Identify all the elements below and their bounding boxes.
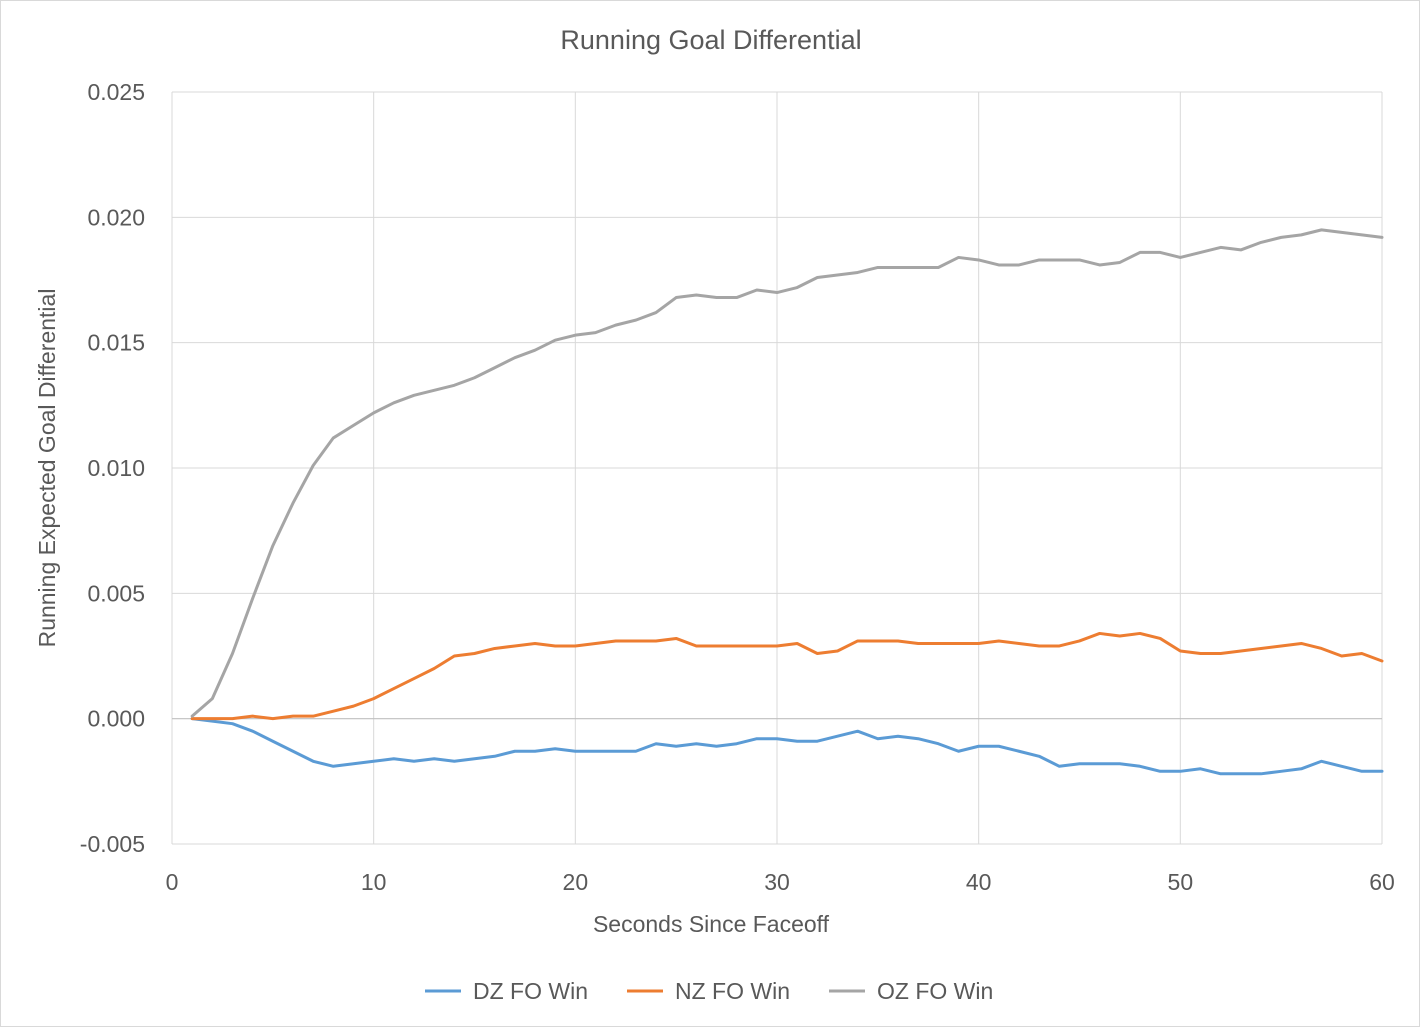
y-tick-label: -0.005: [80, 831, 145, 857]
series-line-nz-fo-win: [190, 631, 1384, 721]
legend-item-dz-fo-win[interactable]: DZ FO Win: [425, 978, 588, 1004]
x-tick-labels: 0 10 20 30 40 50 60: [166, 869, 1395, 895]
grid-layer: [171, 91, 1383, 845]
x-tick-label: 60: [1369, 869, 1395, 895]
series-layer: [190, 228, 1384, 776]
legend-label: NZ FO Win: [675, 978, 790, 1004]
y-tick-label: 0.010: [87, 455, 145, 481]
series-line-dz-fo-win: [190, 717, 1384, 776]
x-axis-title: Seconds Since Faceoff: [593, 911, 830, 937]
legend[interactable]: DZ FO Win NZ FO Win OZ FO Win: [425, 978, 993, 1004]
y-axis-title: Running Expected Goal Differential: [34, 289, 60, 648]
y-tick-label: 0.025: [87, 79, 145, 105]
legend-label: DZ FO Win: [473, 978, 588, 1004]
x-tick-label: 0: [166, 869, 179, 895]
x-tick-label: 10: [361, 869, 387, 895]
chart-title: Running Goal Differential: [560, 25, 861, 55]
legend-item-nz-fo-win[interactable]: NZ FO Win: [627, 978, 790, 1004]
x-tick-label: 50: [1168, 869, 1194, 895]
y-tick-label: 0.005: [87, 580, 145, 606]
legend-item-oz-fo-win[interactable]: OZ FO Win: [829, 978, 993, 1004]
y-tick-label: 0.015: [87, 330, 145, 356]
x-tick-label: 30: [764, 869, 790, 895]
y-tick-label: 0.000: [87, 706, 145, 732]
y-tick-label: 0.020: [87, 204, 145, 230]
legend-label: OZ FO Win: [877, 978, 993, 1004]
y-tick-labels: -0.005 0.000 0.005 0.010 0.015 0.020 0.025: [80, 79, 145, 857]
x-tick-label: 20: [563, 869, 589, 895]
series-line-oz-fo-win: [190, 228, 1384, 718]
x-tick-label: 40: [966, 869, 992, 895]
